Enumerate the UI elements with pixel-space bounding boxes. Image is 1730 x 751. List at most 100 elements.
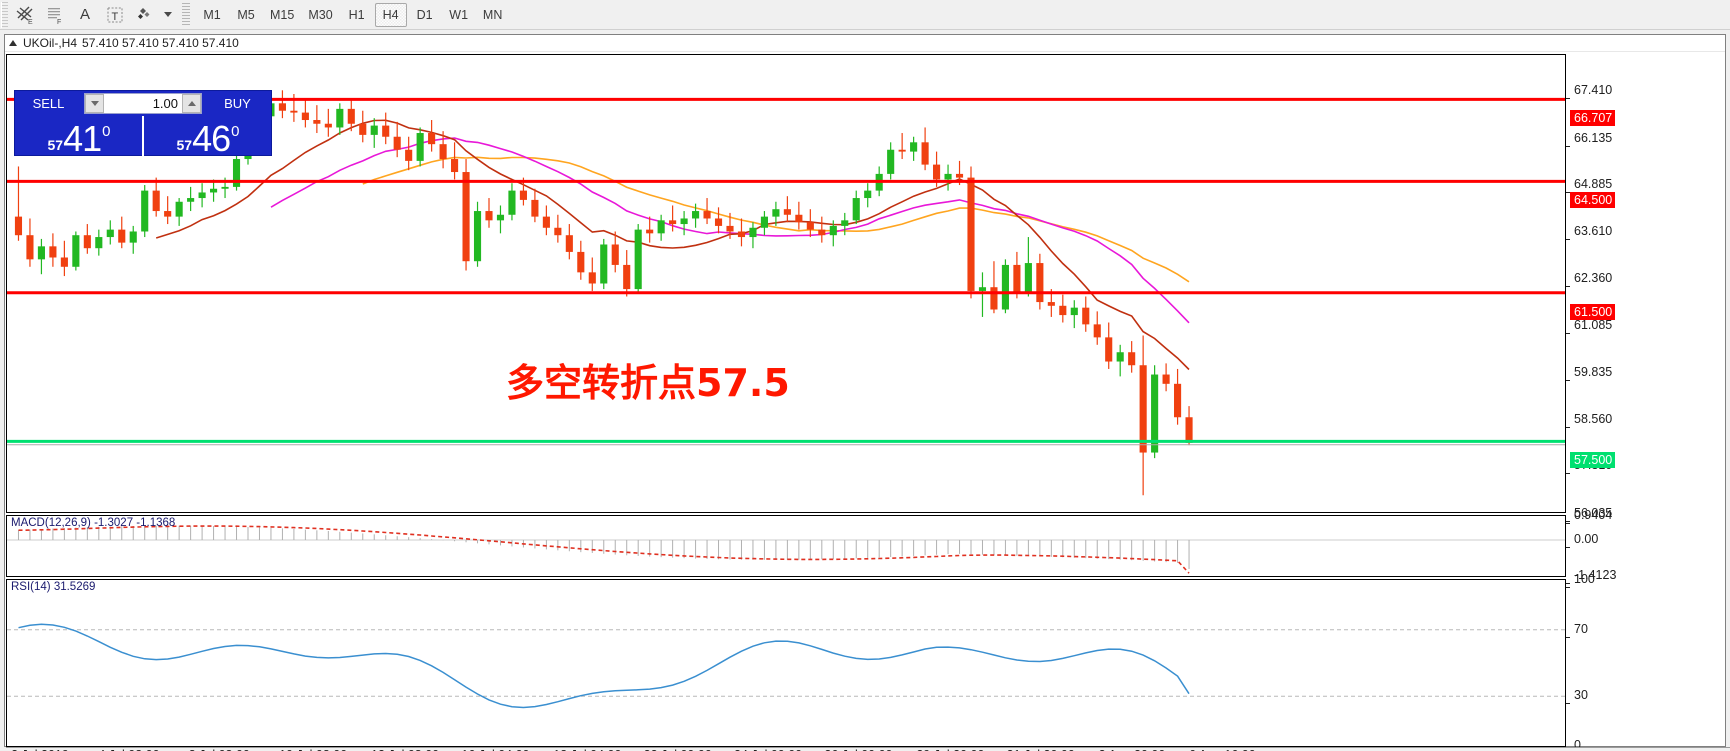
rsi-axis-scale[interactable]: 100 70 30 0: [1566, 572, 1730, 751]
objects-shapes-icon[interactable]: [130, 2, 160, 28]
time-axis-label: 18 Jul 04:00: [553, 748, 621, 751]
buy-button[interactable]: BUY: [224, 96, 251, 111]
chart-title-bar: UKOil-,H4 57.410 57.410 57.410 57.410: [5, 35, 1725, 52]
time-axis-label: 12 Jul 08:00: [371, 748, 439, 751]
rsi-tick: 100: [1566, 572, 1595, 594]
price-tick-label: 59.835: [1574, 364, 1613, 379]
macd-plot: [7, 516, 1565, 576]
time-axis-label: 29 Jul 20:00: [916, 748, 984, 751]
price-level-tag[interactable]: 66.707: [1570, 110, 1616, 127]
price-tick-label: 58.560: [1574, 412, 1613, 427]
sell-price-main: 41: [63, 118, 102, 159]
rsi-tick-label: 70: [1574, 621, 1588, 636]
macd-tick-label: 0.9404: [1574, 508, 1613, 522]
time-axis-label: 22 Jul 00:00: [644, 748, 712, 751]
timeframe-button-mn[interactable]: MN: [482, 7, 503, 22]
price-tick: 66.135: [1565, 131, 1612, 153]
trade-panel-quotes-row: 57 41 0 57 46 0: [15, 116, 271, 157]
rsi-indicator-pane[interactable]: RSI(14) 31.5269: [6, 579, 1566, 747]
price-tick-label: 62.360: [1574, 270, 1613, 285]
macd-label: MACD(12,26,9) -1.3027 -1.1368: [11, 517, 176, 529]
volume-decrease-button[interactable]: [85, 94, 104, 113]
price-tick: 64.885: [1565, 177, 1612, 199]
macd-tick: 0.9404: [1565, 508, 1612, 530]
macd-tick: 0.00: [1565, 532, 1598, 554]
sell-price-point: 0: [102, 123, 111, 140]
price-level-tag[interactable]: 61.500: [1570, 303, 1616, 320]
crosshair-e-icon[interactable]: E: [10, 2, 40, 28]
price-tick: 57.310: [1565, 458, 1612, 480]
chart-ohlc-label: 57.410 57.410 57.410 57.410: [82, 36, 239, 50]
chevron-up-icon: [187, 101, 196, 106]
price-axis-scale[interactable]: 67.410 66.135 64.885 63.610 62.360 61.085 59.8…: [1565, 54, 1730, 522]
rsi-tick: 30: [1566, 688, 1588, 710]
time-axis-label: 6 Aug 16:00: [1189, 748, 1256, 751]
timeframe-button-m15[interactable]: M15: [270, 7, 295, 22]
buy-price-point: 0: [231, 123, 240, 140]
timeframe-button-h4[interactable]: H4: [374, 2, 407, 27]
volume-increase-button[interactable]: [182, 94, 201, 113]
price-level-tag[interactable]: 64.500: [1570, 192, 1616, 209]
price-tick: 63.610: [1565, 224, 1612, 246]
macd-axis-scale[interactable]: 0.9404 0.00 -1.4123: [1565, 508, 1730, 584]
price-tick-label: 66.135: [1574, 130, 1613, 145]
svg-text:T: T: [112, 11, 119, 23]
time-axis-label: 10 Jul 08:00: [279, 748, 347, 751]
macd-indicator-pane[interactable]: MACD(12,26,9) -1.3027 -1.1368: [6, 515, 1566, 577]
chevron-down-icon: [164, 12, 172, 17]
macd-tick-label: -1.4123: [1574, 568, 1617, 582]
toolbar-grip-handle[interactable]: [1, 1, 8, 28]
price-level-tag[interactable]: 57.500: [1570, 452, 1616, 469]
timeframe-button-m1[interactable]: M1: [203, 7, 221, 22]
macd-tick-label: 0.00: [1574, 531, 1599, 546]
sell-button[interactable]: SELL: [32, 96, 65, 111]
price-tick: 67.410: [1565, 83, 1612, 105]
macd-tick: -1.4123: [1565, 568, 1616, 590]
time-axis-bar[interactable]: [6, 747, 1730, 751]
text-label-a-icon[interactable]: A: [79, 6, 90, 23]
price-tick: 62.360: [1565, 271, 1612, 293]
price-tick-label: 63.610: [1574, 224, 1613, 239]
price-candlestick-plot: [7, 55, 1565, 512]
rsi-tick: 0: [1570, 738, 1581, 751]
sell-price-quote[interactable]: 57 41 0: [15, 116, 142, 157]
trade-panel-controls-row: SELL 1.00 BUY: [15, 91, 271, 116]
one-click-trading-panel[interactable]: SELL 1.00 BUY 57 41 0 57 46 0: [14, 90, 272, 157]
price-tick-label: 67.410: [1574, 83, 1613, 98]
dotted-grid-f-icon[interactable]: F: [40, 2, 70, 28]
text-box-t-icon[interactable]: T: [100, 2, 130, 28]
timeframe-button-w1[interactable]: W1: [449, 7, 469, 22]
chart-annotation-text[interactable]: 多空转折点57.5: [506, 361, 790, 405]
time-axis-label: 16 Jul 04:00: [461, 748, 529, 751]
rsi-tick: 70: [1566, 622, 1588, 644]
price-tick-label: 56.035: [1574, 505, 1613, 520]
main-toolbar: E F A T M1 M5 M15 M30 H1 H4 D1 W1 MN: [0, 0, 1730, 30]
timeframe-button-d1[interactable]: D1: [416, 7, 433, 22]
rsi-label: RSI(14) 31.5269: [11, 581, 96, 593]
rsi-plot: [7, 580, 1565, 746]
time-axis-label: 26 Jul 00:00: [824, 748, 892, 751]
chevron-down-icon: [90, 101, 99, 106]
chart-window: UKOil-,H4 57.410 57.410 57.410 57.410 MA…: [4, 34, 1730, 751]
objects-dropdown-arrow-icon[interactable]: [160, 2, 176, 28]
timeframe-button-m30[interactable]: M30: [308, 7, 333, 22]
price-tick: 61.085: [1565, 318, 1612, 340]
timeframe-button-group: M1 M5 M15 M30 H1 H4 D1 W1 MN: [196, 2, 511, 27]
rsi-tick-label: 30: [1574, 688, 1588, 703]
buy-price-quote[interactable]: 57 46 0: [142, 116, 271, 157]
svg-text:E: E: [28, 19, 33, 25]
chart-symbol-label: UKOil-,H4: [23, 36, 78, 50]
timeframe-button-h1[interactable]: H1: [348, 7, 365, 22]
time-axis-label: 2 Aug 20:00: [1099, 748, 1166, 751]
sell-price-prefix: 57: [47, 137, 64, 153]
volume-value[interactable]: 1.00: [152, 96, 178, 111]
volume-stepper[interactable]: 1.00: [84, 93, 202, 114]
price-tick: 59.835: [1565, 365, 1612, 387]
price-tick-label: 64.885: [1574, 177, 1613, 192]
timeframe-button-m5[interactable]: M5: [237, 7, 255, 22]
toolbar-separator: [182, 2, 190, 27]
time-axis-label: 31 Jul 20:00: [1007, 748, 1075, 751]
collapse-triangle-icon[interactable]: [9, 40, 17, 46]
price-tick: 56.035: [1565, 506, 1612, 528]
rsi-tick-label: 100: [1574, 572, 1595, 586]
